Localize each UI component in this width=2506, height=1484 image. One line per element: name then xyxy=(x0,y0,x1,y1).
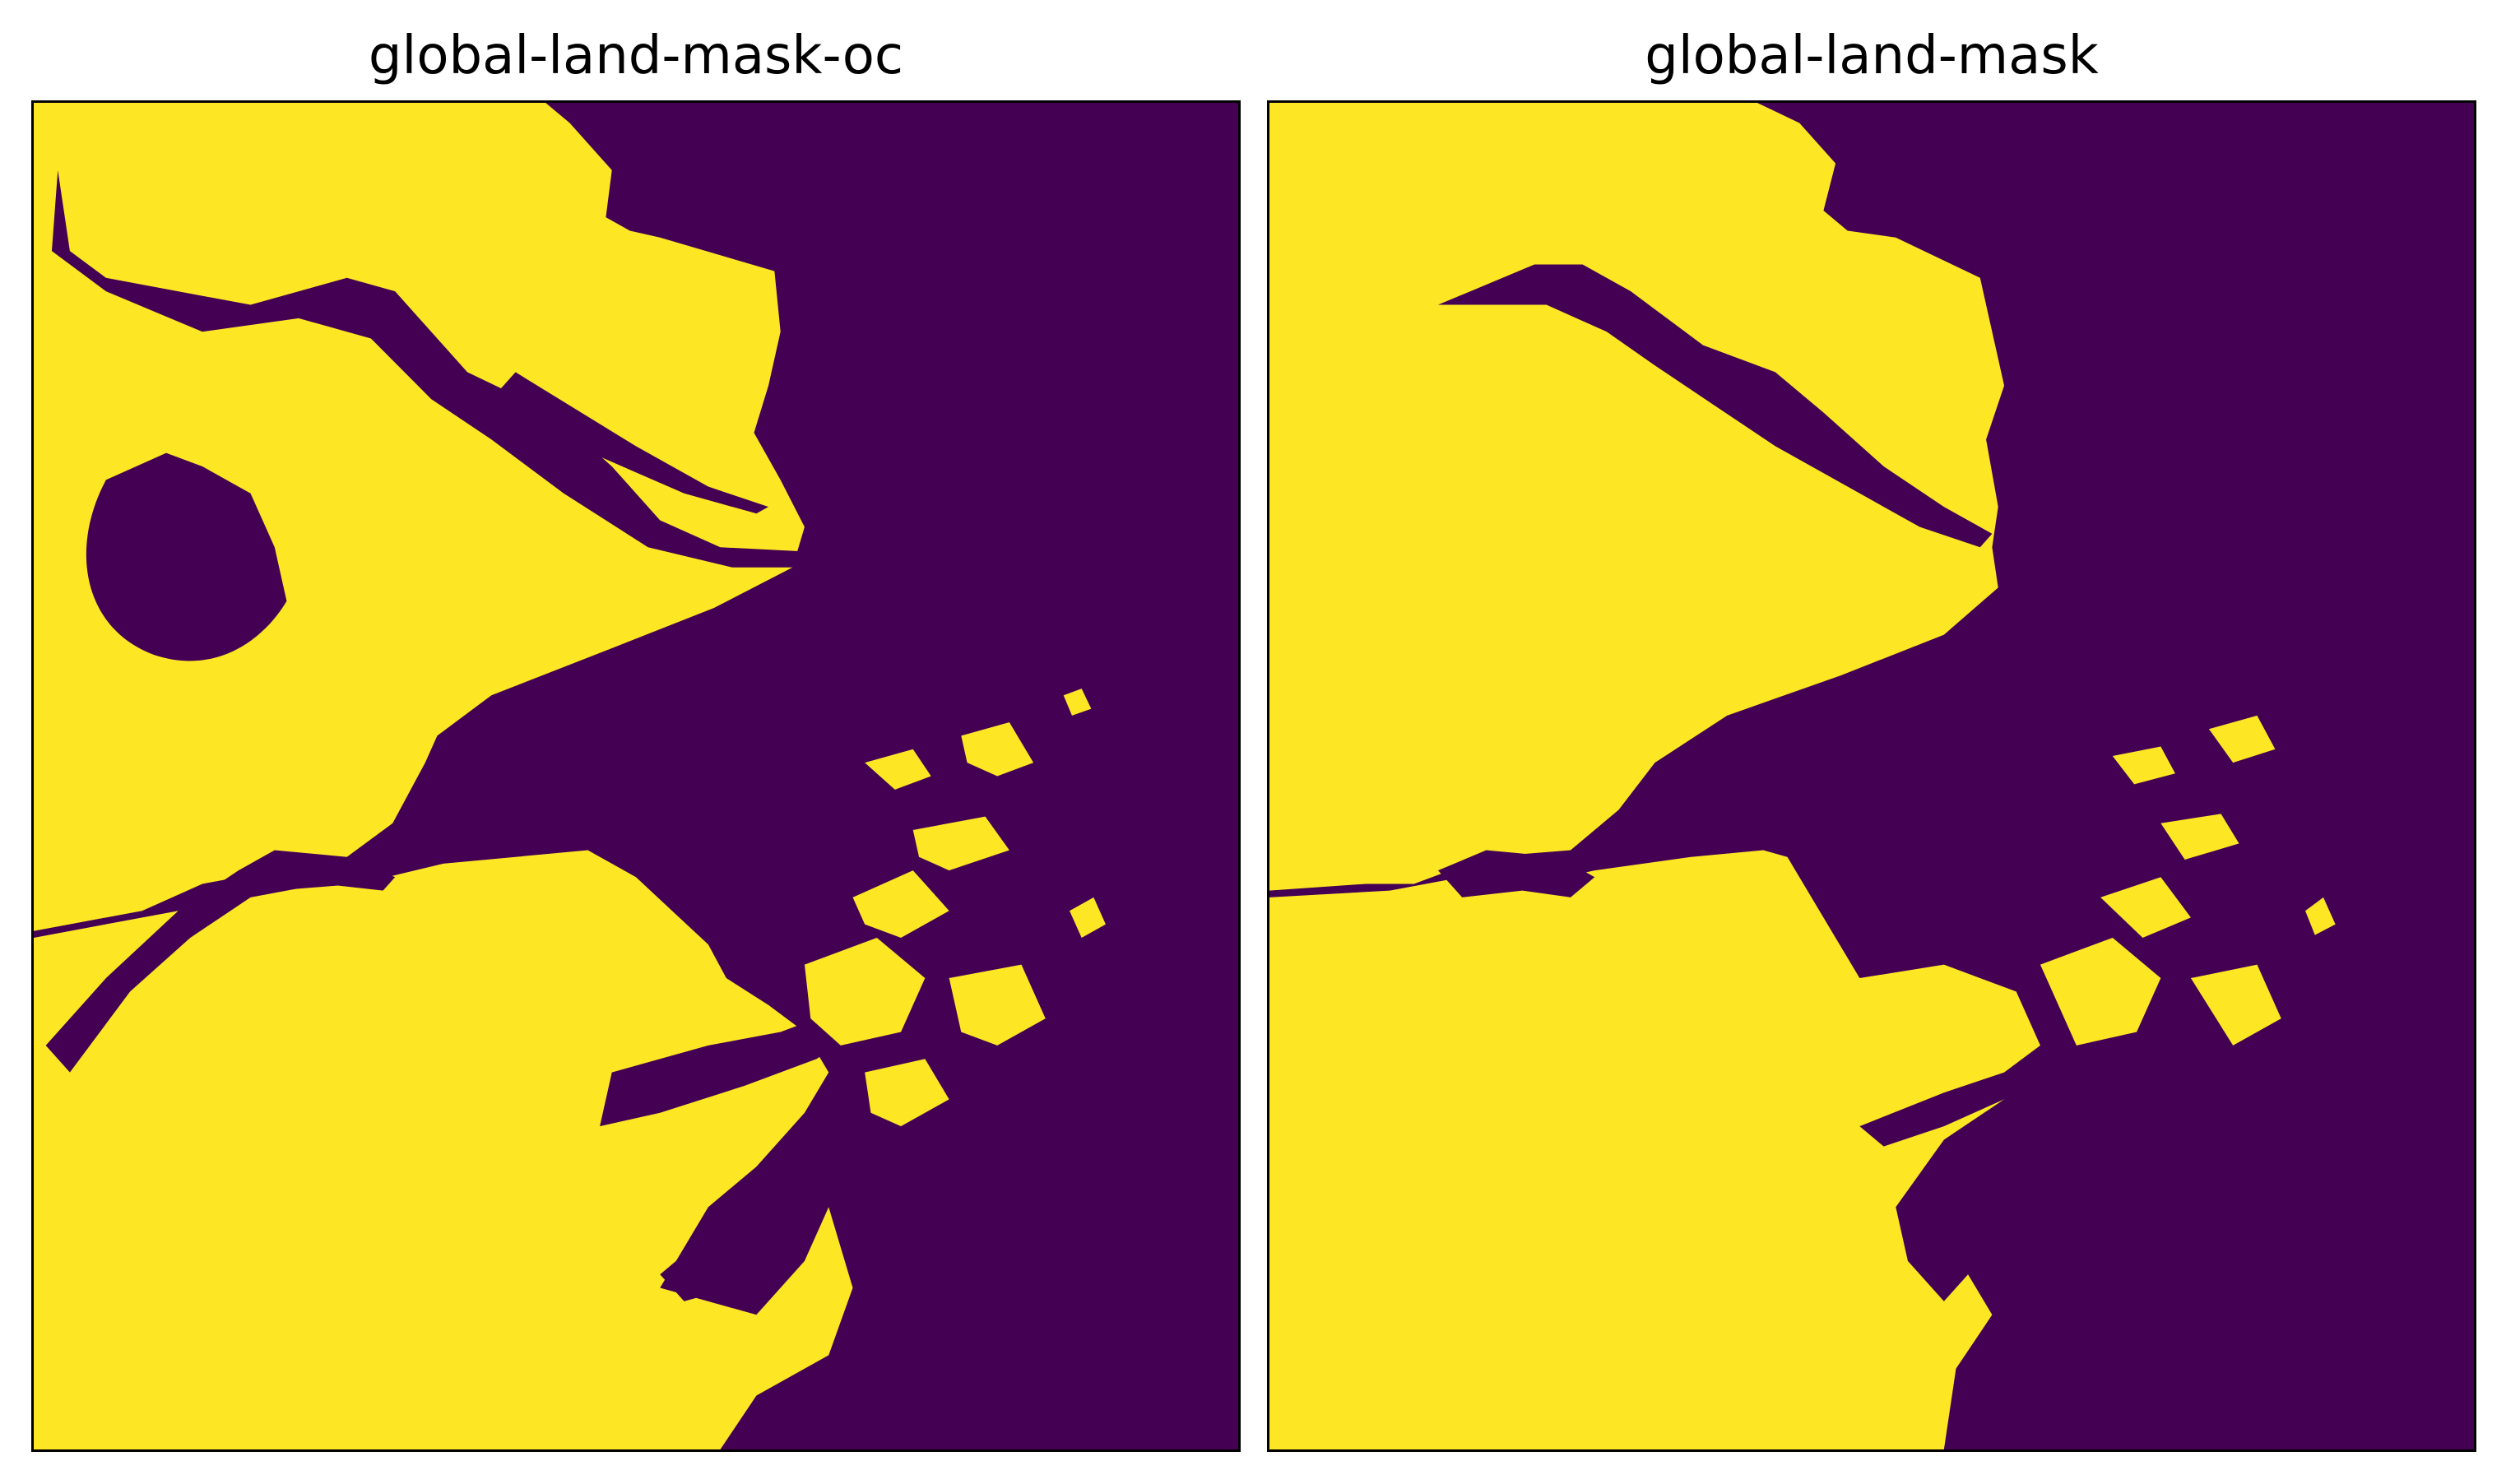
island xyxy=(912,816,1009,871)
island xyxy=(2305,897,2336,935)
estuary xyxy=(600,1004,877,1127)
island xyxy=(1070,897,1106,938)
estuary xyxy=(660,1220,781,1301)
lake xyxy=(86,452,287,661)
island xyxy=(949,964,1046,1046)
right-map-title: global-land-mask xyxy=(1645,26,2099,86)
river-channel xyxy=(45,850,396,1073)
island xyxy=(2112,746,2175,785)
island xyxy=(865,1059,949,1127)
island xyxy=(961,722,1034,777)
island xyxy=(2040,937,2161,1046)
river-channel xyxy=(491,372,769,514)
left-land-mask-map xyxy=(31,100,1241,1452)
island xyxy=(1063,689,1092,716)
south-land xyxy=(34,850,853,1449)
river-channel xyxy=(1437,850,1595,897)
island xyxy=(2208,715,2276,763)
south-land xyxy=(1269,850,2040,1449)
river-channel xyxy=(51,169,865,568)
right-map-raster xyxy=(1269,103,2474,1449)
river-channel xyxy=(1437,264,1993,548)
left-map-title: global-land-mask-oc xyxy=(368,26,904,86)
island xyxy=(2190,964,2281,1046)
island xyxy=(852,870,949,938)
island xyxy=(804,937,926,1046)
island xyxy=(865,749,931,790)
left-map-raster xyxy=(34,103,1238,1449)
estuary xyxy=(1859,1045,2053,1147)
island xyxy=(2160,814,2239,860)
island xyxy=(2100,877,2191,938)
right-land-mask-map xyxy=(1267,100,2476,1452)
